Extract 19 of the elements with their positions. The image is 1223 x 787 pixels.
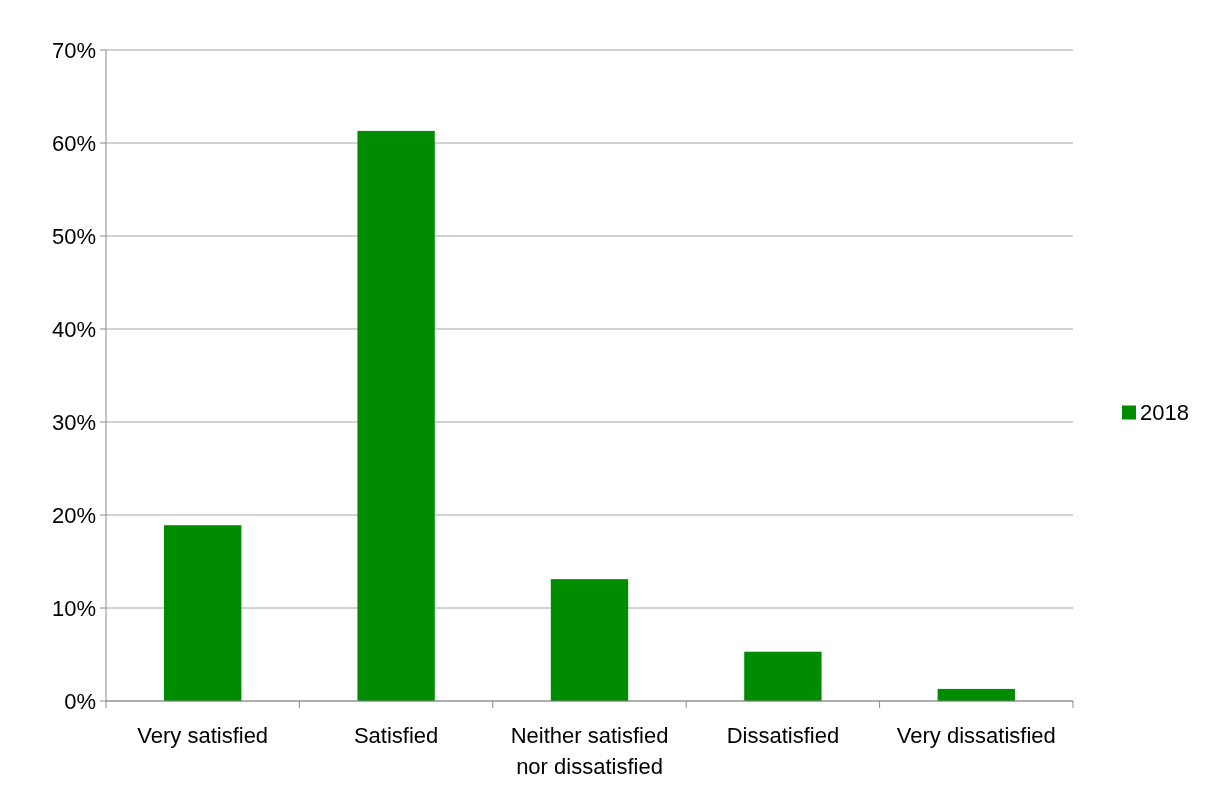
- y-tick-label: 0%: [64, 688, 96, 714]
- x-tick-label: Dissatisfied: [726, 723, 840, 748]
- x-tick-label: Very dissatisfied: [896, 723, 1056, 748]
- y-tick-label: 60%: [51, 130, 96, 156]
- bar: [744, 651, 822, 701]
- y-tick-label: 70%: [51, 37, 96, 63]
- y-tick-label: 50%: [51, 223, 96, 249]
- bar: [937, 688, 1015, 701]
- bar: [550, 579, 629, 701]
- x-tick-label: Neither satisfied nor dissatisfied: [510, 723, 669, 779]
- y-tick-label: 10%: [51, 595, 96, 621]
- y-tick-label: 30%: [51, 409, 96, 435]
- bar: [164, 525, 242, 701]
- y-tick-label: 20%: [51, 502, 96, 528]
- x-tick-label: Very satisfied: [137, 723, 269, 748]
- bar: [357, 130, 435, 701]
- y-tick-label: 40%: [51, 316, 96, 342]
- x-tick-label: Satisfied: [353, 723, 439, 748]
- legend-label: 2018: [1140, 400, 1189, 426]
